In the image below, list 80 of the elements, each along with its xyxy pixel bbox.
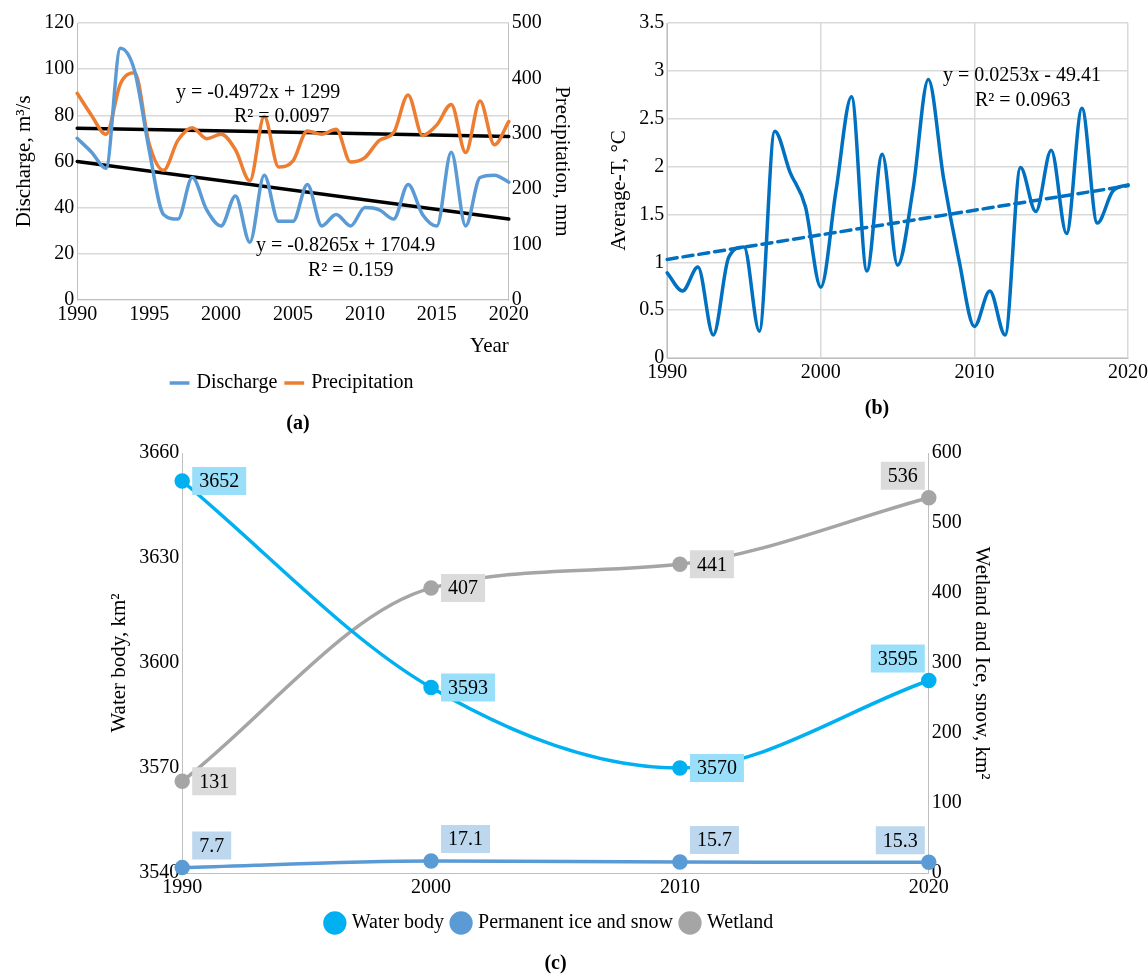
legend-label: Precipitation	[311, 370, 414, 394]
y2-tick-label: 500	[511, 10, 542, 33]
y-tick-label: 80	[54, 102, 75, 125]
y2-tick-label: 300	[511, 120, 542, 143]
annotation: y = -0.4972x + 1299	[176, 80, 341, 102]
y2-axis-title: Precipitation, mm	[550, 86, 575, 237]
y-tick-label: 3	[654, 58, 665, 81]
point	[423, 853, 439, 869]
y-axis-title: Average-T, °C	[606, 130, 631, 251]
x-tick-label: 2000	[800, 360, 841, 383]
data-label: 3593	[448, 675, 489, 698]
text: (a)	[285, 411, 311, 434]
point	[921, 672, 937, 689]
annotation: R² = 0.159	[308, 258, 394, 280]
x-tick-label: 2015	[416, 302, 457, 325]
data-label: 131	[199, 769, 230, 792]
y-tick-label: 20	[54, 240, 75, 263]
y-axis-title: Water body, km²	[106, 593, 131, 733]
y2-tick-label: 400	[511, 65, 542, 88]
y-tick-label: 100	[44, 56, 75, 79]
legend-label: Wetland	[707, 910, 774, 933]
data-label: 407	[448, 576, 479, 599]
y2-tick-label: 100	[511, 231, 542, 254]
x-tick-label: 2020	[1108, 360, 1148, 383]
data-label: 15.3	[882, 828, 918, 851]
x-tick-label: 2000	[411, 875, 452, 898]
point	[672, 556, 688, 573]
y-axis-title: Discharge, m³/s	[11, 95, 36, 228]
point	[672, 760, 688, 776]
x-tick-label: 2005	[273, 302, 313, 325]
y2-tick-label: 600	[931, 440, 962, 463]
annotation: R² = 0.0097	[234, 104, 330, 126]
y2-tick-label: 200	[931, 720, 962, 743]
y-tick-label: 0.5	[639, 297, 665, 320]
point	[423, 580, 439, 596]
x-tick-label: 2010	[659, 875, 700, 898]
text: (c)	[543, 951, 568, 974]
data-label: 17.1	[448, 827, 484, 850]
y-tick-label: 60	[54, 148, 75, 171]
data-label: 7.7	[199, 833, 225, 856]
data-label: 3652	[199, 469, 240, 492]
y2-tick-label: 200	[511, 176, 542, 199]
data-label: 15.7	[696, 828, 732, 851]
annotation: y = -0.8265x + 1704.9	[256, 233, 436, 255]
point	[672, 854, 688, 870]
y-tick-label: 3660	[139, 440, 180, 463]
y-tick-label: 120	[44, 10, 75, 33]
annotation: y = 0.0253x - 49.41	[943, 63, 1101, 85]
y-tick-label: 3630	[139, 545, 180, 568]
point	[174, 473, 190, 489]
text: (b)	[863, 396, 891, 419]
y-tick-label: 3570	[139, 755, 180, 778]
point	[174, 773, 190, 790]
y2-tick-label: 400	[931, 580, 962, 603]
point	[423, 679, 439, 696]
x-tick-label: 2010	[954, 360, 995, 383]
y-tick-label: 40	[54, 194, 75, 217]
y-tick-label: 2.5	[639, 105, 665, 128]
data-label: 441	[696, 552, 727, 575]
data-label: 3570	[696, 756, 737, 779]
y2-tick-label: 300	[931, 650, 962, 673]
data-label: 536	[887, 464, 918, 487]
y-tick-label: 1	[654, 249, 665, 272]
x-tick-label: 2010	[344, 302, 385, 325]
y2-axis-title: Wetland and Ice, snow, km²	[970, 546, 995, 780]
legend-label: Water body	[351, 910, 445, 934]
point	[921, 490, 937, 506]
y-tick-label: 3.5	[639, 10, 665, 33]
y2-tick-label: 500	[931, 510, 962, 533]
y-tick-label: 3600	[139, 650, 180, 673]
data-label: 3595	[877, 646, 918, 669]
legend-label: Permanent ice and snow	[478, 910, 674, 933]
x-axis-title: Year	[470, 332, 509, 357]
x-tick-label: 2000	[201, 302, 242, 325]
x-tick-label: 1995	[129, 302, 170, 325]
annotation: R² = 0.0963	[975, 88, 1071, 110]
legend-label: Discharge	[196, 370, 278, 394]
y2-tick-label: 100	[931, 790, 962, 813]
y-tick-label: 2	[654, 153, 665, 176]
y-tick-label: 1.5	[639, 201, 665, 224]
